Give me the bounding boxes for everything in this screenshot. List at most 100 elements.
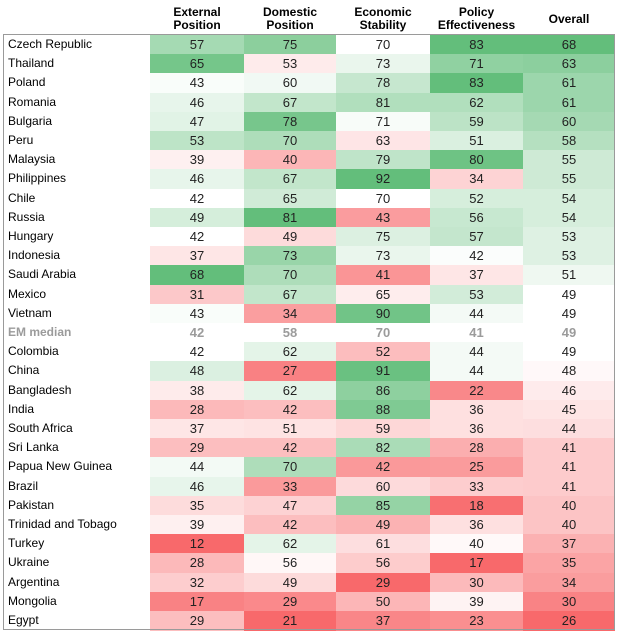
heatmap-cell-overall: 49 [523,303,615,324]
heatmap-cell-domestic: 70 [244,265,336,286]
heatmap-cell-overall: 40 [523,495,615,516]
heatmap-cell-overall: 37 [523,534,615,554]
heatmap-cell-economic: 52 [336,342,430,362]
column-header-line: Overall [548,11,590,26]
heatmap-cell-policy: 59 [430,111,523,132]
heatmap-cell-economic: 65 [336,284,430,305]
heatmap-cell-policy: 40 [430,534,523,554]
row-label: Mexico [8,286,47,301]
heatmap-cell-overall: 49 [523,342,615,362]
heatmap-cell-overall: 46 [523,380,615,401]
heatmap-cell-overall: 48 [523,361,615,382]
heatmap-cell-overall: 49 [523,323,615,343]
heatmap-cell-economic: 70 [336,323,430,343]
heatmap-cell-economic: 70 [336,188,430,209]
heatmap-cell-overall: 60 [523,111,615,132]
heatmap-cell-external: 42 [150,323,244,343]
heatmap-cell-policy: 36 [430,419,523,439]
heatmap-cell-domestic: 70 [244,457,336,478]
column-header-external: External Position [150,4,244,34]
column-header-line: External [173,5,221,19]
heatmap-cell-economic: 91 [336,361,430,382]
heatmap-cell-overall: 45 [523,399,615,420]
heatmap-cell-domestic: 40 [244,150,336,170]
heatmap-cell-domestic: 27 [244,361,336,382]
heatmap-cell-overall: 54 [523,188,615,209]
heatmap-cell-domestic: 53 [244,54,336,74]
heatmap-cell-domestic: 42 [244,399,336,420]
heatmap-cell-external: 32 [150,572,244,593]
heatmap-cell-policy: 39 [430,591,523,612]
heatmap-cell-external: 48 [150,361,244,382]
row-label: Hungary [8,229,54,243]
column-header-overall: Overall [523,4,615,34]
heatmap-cell-external: 46 [150,476,244,497]
row-label: Philippines [8,171,67,186]
heatmap-cell-policy: 44 [430,303,523,324]
heatmap-cell-policy: 71 [430,54,523,74]
heatmap-cell-policy: 41 [430,323,523,343]
row-label: Czech Republic [8,37,93,51]
heatmap-cell-economic: 37 [336,611,430,631]
heatmap-cell-overall: 53 [523,227,615,247]
row-label: Peru [8,133,34,147]
row-label: Colombia [8,344,59,359]
heatmap-cell-overall: 41 [523,457,615,478]
heatmap-cell-domestic: 56 [244,553,336,574]
row-label: Vietnam [8,305,52,320]
heatmap-cell-domestic: 58 [244,323,336,343]
heatmap-cell-policy: 80 [430,150,523,170]
heatmap-cell-overall: 41 [523,476,615,497]
row-label: India [8,401,35,416]
heatmap-cell-external: 46 [150,92,244,113]
heatmap-cell-overall: 68 [523,35,615,55]
heatmap-cell-domestic: 21 [244,611,336,631]
heatmap-cell-domestic: 78 [244,111,336,132]
heatmap-cell-economic: 59 [336,419,430,439]
heatmap-cell-domestic: 73 [244,246,336,266]
row-label: Brazil [8,478,39,493]
heatmap-cell-domestic: 60 [244,73,336,94]
heatmap-cell-domestic: 49 [244,227,336,247]
heatmap-cell-external: 38 [150,380,244,401]
heatmap-cell-domestic: 67 [244,284,336,305]
heatmap-cell-policy: 62 [430,92,523,113]
heatmap-cell-policy: 52 [430,188,523,209]
heatmap-cell-overall: 40 [523,515,615,535]
heatmap-cell-external: 29 [150,438,244,458]
heatmap-cell-economic: 82 [336,438,430,458]
heatmap-cell-economic: 90 [336,303,430,324]
heatmap-cell-policy: 37 [430,265,523,286]
heatmap-cell-policy: 28 [430,438,523,458]
heatmap-cell-external: 65 [150,54,244,74]
heatmap-cell-external: 17 [150,591,244,612]
heatmap-cell-economic: 41 [336,265,430,286]
heatmap-cell-economic: 50 [336,591,430,612]
heatmap-cell-external: 49 [150,207,244,228]
heatmap-cell-policy: 25 [430,457,523,478]
row-label: China [8,363,40,378]
heatmap-cell-external: 37 [150,419,244,439]
heatmap-cell-policy: 53 [430,284,523,305]
row-label: Indonesia [8,248,61,263]
column-header-line: Effectiveness [437,18,516,32]
heatmap-cell-external: 53 [150,131,244,151]
column-header-line: Economic [354,5,412,19]
heatmap-cell-policy: 17 [430,553,523,574]
heatmap-cell-external: 43 [150,73,244,94]
row-label: Papua New Guinea [8,459,113,474]
heatmap-cell-policy: 83 [430,73,523,94]
heatmap-cell-overall: 34 [523,572,615,593]
row-label: Ukraine [8,555,50,570]
heatmap-cell-domestic: 51 [244,419,336,439]
heatmap-cell-external: 28 [150,399,244,420]
heatmap-cell-overall: 61 [523,73,615,94]
heatmap-cell-policy: 33 [430,476,523,497]
row-label: Trinidad and Tobago [8,517,117,531]
heatmap-cell-economic: 86 [336,380,430,401]
row-label: Malaysia [8,152,56,167]
row-label: Pakistan [8,497,55,512]
heatmap-cell-external: 42 [150,342,244,362]
heatmap-cell-external: 37 [150,246,244,266]
heatmap-cell-policy: 42 [430,246,523,266]
